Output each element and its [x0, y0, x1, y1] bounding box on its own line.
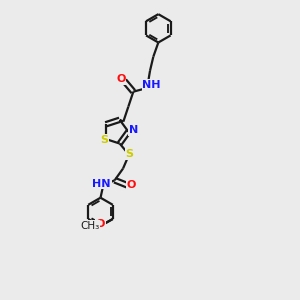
Text: NH: NH — [142, 80, 161, 90]
Text: HN: HN — [92, 178, 111, 189]
Text: N: N — [129, 125, 138, 135]
Text: O: O — [127, 180, 136, 190]
Text: O: O — [116, 74, 125, 84]
Text: O: O — [96, 219, 105, 229]
Text: S: S — [100, 135, 108, 145]
Text: S: S — [126, 149, 134, 159]
Text: CH₃: CH₃ — [81, 220, 100, 231]
